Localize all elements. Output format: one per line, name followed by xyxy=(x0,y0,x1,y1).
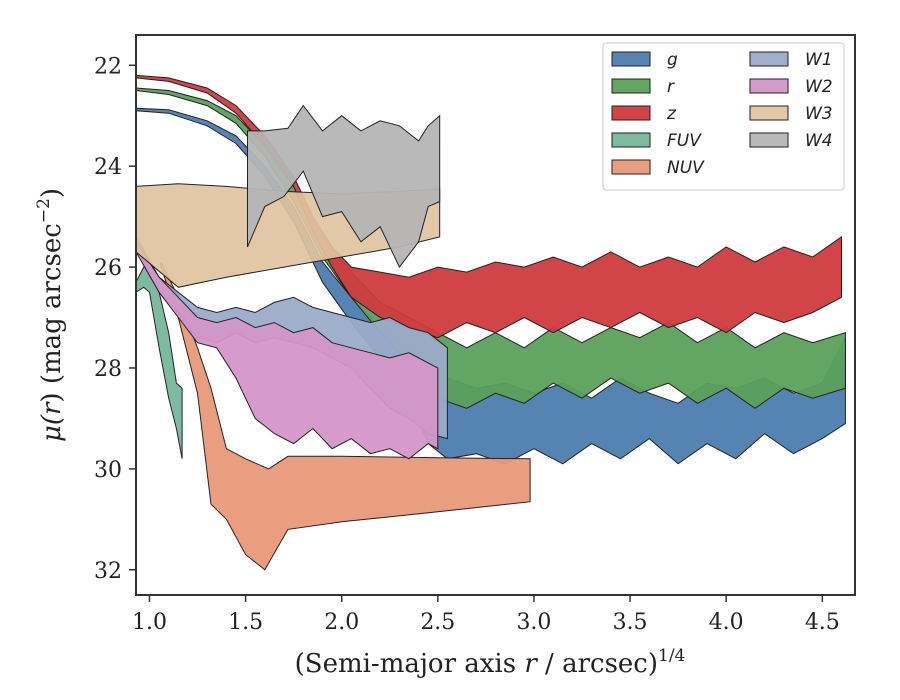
series-areas xyxy=(136,74,846,571)
x-tick-label: 2.0 xyxy=(324,610,359,635)
legend-swatch-z xyxy=(611,105,651,121)
x-tick-label: 2.5 xyxy=(420,610,455,635)
legend-label-r: r xyxy=(667,77,675,97)
y-axis-label: μ(r) (mag arcsec−2) xyxy=(34,188,67,442)
y-tick-label: 24 xyxy=(94,155,122,180)
legend-swatch-w3 xyxy=(749,105,789,121)
x-tick-label: 3.5 xyxy=(613,610,648,635)
x-tick-label: 4.0 xyxy=(709,610,744,635)
legend-swatch-w2 xyxy=(749,78,789,94)
x-tick-label: 1.5 xyxy=(228,610,263,635)
legend-label-fuv: FUV xyxy=(667,131,702,151)
y-tick-label: 30 xyxy=(94,458,122,483)
legend-swatch-g xyxy=(611,51,651,67)
legend-swatch-w1 xyxy=(749,51,789,67)
legend-label-z: z xyxy=(666,104,677,124)
area-w4 xyxy=(247,104,441,269)
x-axis: 1.0 1.5 2.0 2.5 3.0 3.5 4.0 4.5 xyxy=(132,595,840,635)
legend-swatch-r xyxy=(611,78,651,94)
legend-swatch-nuv xyxy=(611,159,651,175)
legend-label-w1: W1 xyxy=(805,50,833,70)
x-axis-label: (Semi-major axis r / arcsec)1/4 xyxy=(295,646,686,679)
legend-label-w4: W4 xyxy=(805,131,833,151)
x-tick-label: 1.0 xyxy=(132,610,167,635)
area-w2 xyxy=(136,240,439,460)
y-axis: 22 24 26 28 30 32 xyxy=(94,54,136,584)
y-tick-label: 26 xyxy=(94,256,122,281)
area-nuv xyxy=(160,261,531,571)
legend-swatch-fuv xyxy=(611,132,651,148)
y-tick-label: 28 xyxy=(94,357,122,382)
legend: grz FUV NUV W1 W2 W3 W4 xyxy=(602,42,845,191)
x-tick-label: 3.0 xyxy=(516,610,551,635)
plot-frame xyxy=(135,34,856,596)
legend-label-w3: W3 xyxy=(805,104,833,124)
y-tick-label: 22 xyxy=(94,54,122,79)
x-tick-label: 4.5 xyxy=(805,610,840,635)
legend-label-w2: W2 xyxy=(805,77,833,97)
legend-swatch-w4 xyxy=(749,132,789,148)
area-z xyxy=(136,74,842,339)
y-tick-label: 32 xyxy=(94,559,122,584)
legend-label-nuv: NUV xyxy=(667,158,705,178)
legend-label-g: g xyxy=(667,50,678,70)
